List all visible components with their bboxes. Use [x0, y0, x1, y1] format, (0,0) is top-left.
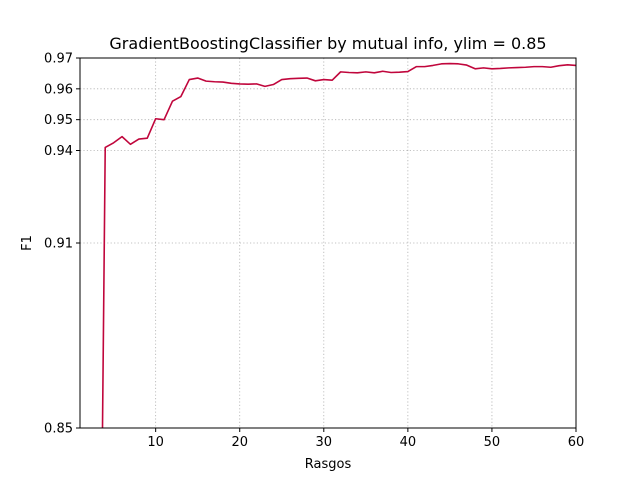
y-axis-label: F1 [20, 235, 35, 251]
x-axis-label: Rasgos [305, 457, 352, 472]
series-line-f1 [101, 62, 576, 428]
y-tick-label: 0.85 [44, 422, 73, 437]
series-layer [101, 62, 576, 428]
x-tick-label: 40 [400, 435, 417, 450]
y-axis: 0.85 0.91 0.94 0.95 0.96 0.97 [44, 52, 80, 437]
y-tick-label: 0.91 [44, 237, 73, 252]
chart-title: GradientBoostingClassifier by mutual inf… [109, 34, 546, 53]
y-tick-label: 0.96 [44, 82, 73, 97]
x-tick-label: 60 [568, 435, 585, 450]
x-tick-label: 20 [231, 435, 248, 450]
x-tick-label: 30 [316, 435, 333, 450]
y-tick-label: 0.95 [44, 113, 73, 128]
x-tick-label: 10 [147, 435, 164, 450]
x-axis: 10 20 30 40 50 60 [147, 428, 584, 450]
y-tick-label: 0.97 [44, 52, 73, 67]
y-tick-label: 0.94 [44, 144, 73, 159]
x-tick-label: 50 [484, 435, 501, 450]
